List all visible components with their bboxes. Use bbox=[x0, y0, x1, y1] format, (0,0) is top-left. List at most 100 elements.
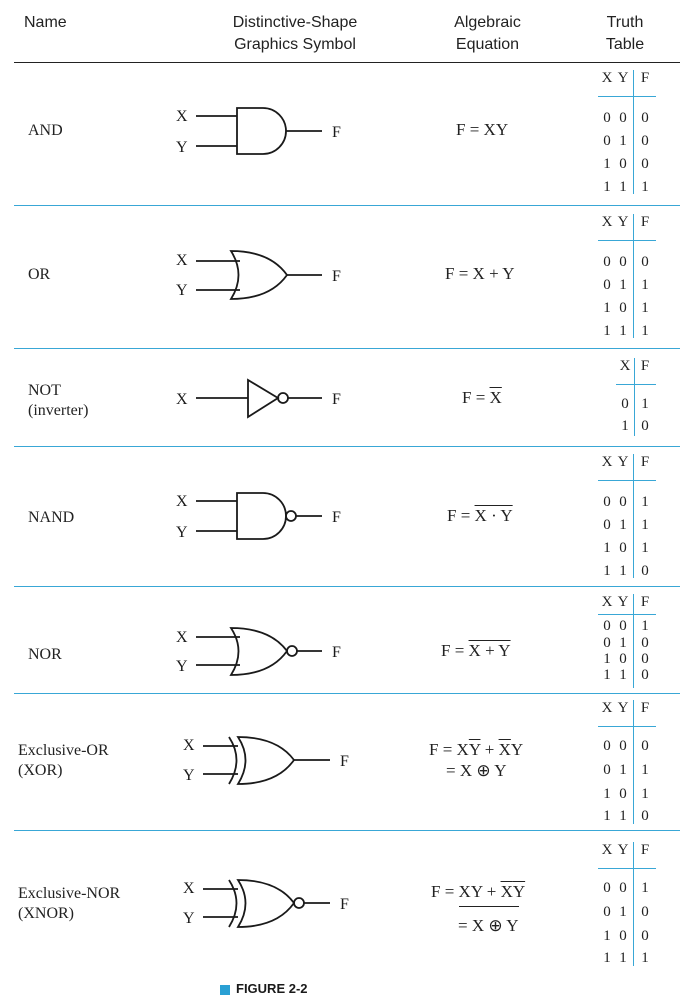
tt-cell: 1 bbox=[603, 651, 611, 667]
gate-name-or: OR bbox=[28, 266, 51, 283]
gate-name-xor-line1: Exclusive-OR bbox=[18, 742, 109, 759]
equation-and: F = XY bbox=[456, 120, 509, 139]
tt-head: Y bbox=[617, 842, 629, 858]
equation-not-bar: X bbox=[489, 388, 502, 407]
equation-nor-lhs: F = bbox=[441, 641, 469, 660]
tt-head: F bbox=[640, 70, 650, 86]
equation-nand-bar: X · Y bbox=[474, 506, 513, 525]
tt-rule bbox=[598, 726, 656, 727]
gate-name-xnor-line1: Exclusive-NOR bbox=[18, 885, 121, 902]
header-symbol-line1: Distinctive-Shape bbox=[232, 14, 358, 31]
tt-rule bbox=[633, 594, 634, 688]
header-name: Name bbox=[24, 14, 67, 31]
gate-name-xor: Exclusive-OR (XOR) bbox=[18, 741, 109, 781]
tt-cell: 0 bbox=[603, 517, 611, 533]
header-equation-line1: Algebraic bbox=[454, 14, 521, 31]
tt-head: F bbox=[640, 842, 650, 858]
row-divider bbox=[14, 693, 680, 694]
tt-cell: 1 bbox=[603, 540, 611, 556]
tt-rule bbox=[633, 214, 634, 338]
tt-cell: 1 bbox=[641, 300, 649, 316]
tt-cell: 0 bbox=[641, 808, 649, 824]
eq-xnor-a: F = XY + bbox=[431, 882, 501, 901]
tt-cell: 1 bbox=[641, 880, 649, 896]
equation-xor-line1: F = XY + XY bbox=[429, 740, 523, 760]
tt-cell: 1 bbox=[619, 635, 627, 651]
row-divider bbox=[14, 830, 680, 831]
tt-cell: 1 bbox=[641, 396, 649, 412]
xnor-input-y: Y bbox=[183, 910, 195, 927]
header-truth-table: Truth Table bbox=[590, 12, 660, 56]
tt-cell: 1 bbox=[603, 179, 611, 195]
tt-cell: 0 bbox=[641, 904, 649, 920]
tt-cell: 1 bbox=[603, 786, 611, 802]
xor-output-f: F bbox=[340, 753, 349, 770]
tt-cell: 0 bbox=[603, 110, 611, 126]
equation-or: F = X + Y bbox=[445, 264, 515, 283]
tt-cell: 1 bbox=[641, 494, 649, 510]
nor-input-y: Y bbox=[176, 658, 188, 675]
tt-cell: 0 bbox=[621, 396, 629, 412]
tt-cell: 1 bbox=[619, 323, 627, 339]
gate-name-and: AND bbox=[28, 122, 63, 139]
truth-table-xor: X Y F 0 0 0 0 1 1 1 0 1 1 1 0 bbox=[598, 700, 678, 828]
tt-cell: 0 bbox=[619, 651, 627, 667]
tt-cell: 0 bbox=[603, 904, 611, 920]
tt-cell: 0 bbox=[641, 133, 649, 149]
tt-head: F bbox=[640, 454, 650, 470]
gate-name-nor: NOR bbox=[28, 646, 62, 663]
equation-xor-line2: = X ⊕ Y bbox=[446, 761, 507, 780]
xor-input-y: Y bbox=[183, 767, 195, 784]
tt-cell: 1 bbox=[621, 418, 629, 434]
eq-xor-c-bar: X bbox=[498, 740, 511, 759]
tt-head: Y bbox=[617, 454, 629, 470]
tt-head: X bbox=[601, 454, 613, 470]
header-table-line2: Table bbox=[605, 36, 645, 53]
equation-not-lhs: F = bbox=[462, 388, 490, 407]
header-table-line1: Truth bbox=[606, 14, 644, 31]
xnor-output-f: F bbox=[340, 896, 349, 913]
tt-rule bbox=[633, 70, 634, 194]
truth-table-nand: X Y F 0 0 1 0 1 1 1 0 1 1 1 0 bbox=[598, 454, 678, 582]
tt-head: Y bbox=[617, 700, 629, 716]
row-divider bbox=[14, 205, 680, 206]
header-rule bbox=[14, 62, 680, 63]
tt-cell: 0 bbox=[603, 494, 611, 510]
not-input-x: X bbox=[176, 391, 188, 408]
row-divider bbox=[14, 348, 680, 349]
or-gate-symbol: X Y F bbox=[176, 250, 341, 300]
tt-cell: 0 bbox=[603, 635, 611, 651]
truth-table-and: X Y F 0 0 0 0 1 0 1 0 0 1 1 1 bbox=[598, 70, 678, 200]
tt-cell: 0 bbox=[641, 651, 649, 667]
equation-nor: F = X + Y bbox=[441, 641, 511, 661]
nand-output-f: F bbox=[332, 509, 341, 526]
tt-cell: 1 bbox=[619, 667, 627, 683]
tt-cell: 0 bbox=[641, 635, 649, 651]
tt-rule bbox=[633, 454, 634, 578]
eq-xor-a-bar: Y bbox=[468, 740, 481, 759]
nor-output-f: F bbox=[332, 644, 341, 661]
tt-cell: 0 bbox=[641, 928, 649, 944]
and-input-x: X bbox=[176, 108, 188, 125]
equation-nor-bar: X + Y bbox=[468, 641, 511, 660]
tt-cell: 1 bbox=[603, 300, 611, 316]
tt-cell: 0 bbox=[619, 110, 627, 126]
truth-table-xnor: X Y F 0 0 1 0 1 0 1 0 0 1 1 1 bbox=[598, 842, 678, 970]
tt-head: Y bbox=[617, 594, 629, 610]
or-output-f: F bbox=[332, 268, 341, 285]
tt-cell: 0 bbox=[603, 277, 611, 293]
equation-xnor-line1: F = XY + XY bbox=[431, 882, 525, 902]
xnor-equation-rule bbox=[459, 906, 519, 907]
and-gate-symbol: X Y F bbox=[176, 107, 341, 156]
tt-head: X bbox=[601, 842, 613, 858]
eq-xnor-d-bar: Y bbox=[512, 882, 526, 901]
tt-cell: 1 bbox=[641, 618, 649, 634]
gate-name-not-line2: (inverter) bbox=[28, 402, 89, 419]
truth-table-nor: X Y F 0 0 1 0 1 0 1 0 0 1 1 0 bbox=[598, 594, 678, 690]
tt-head: F bbox=[640, 700, 650, 716]
tt-cell: 0 bbox=[619, 738, 627, 754]
tt-cell: 1 bbox=[619, 133, 627, 149]
eq-xor-d: Y bbox=[510, 740, 524, 759]
tt-cell: 1 bbox=[641, 517, 649, 533]
header-equation: Algebraic Equation bbox=[430, 12, 545, 56]
